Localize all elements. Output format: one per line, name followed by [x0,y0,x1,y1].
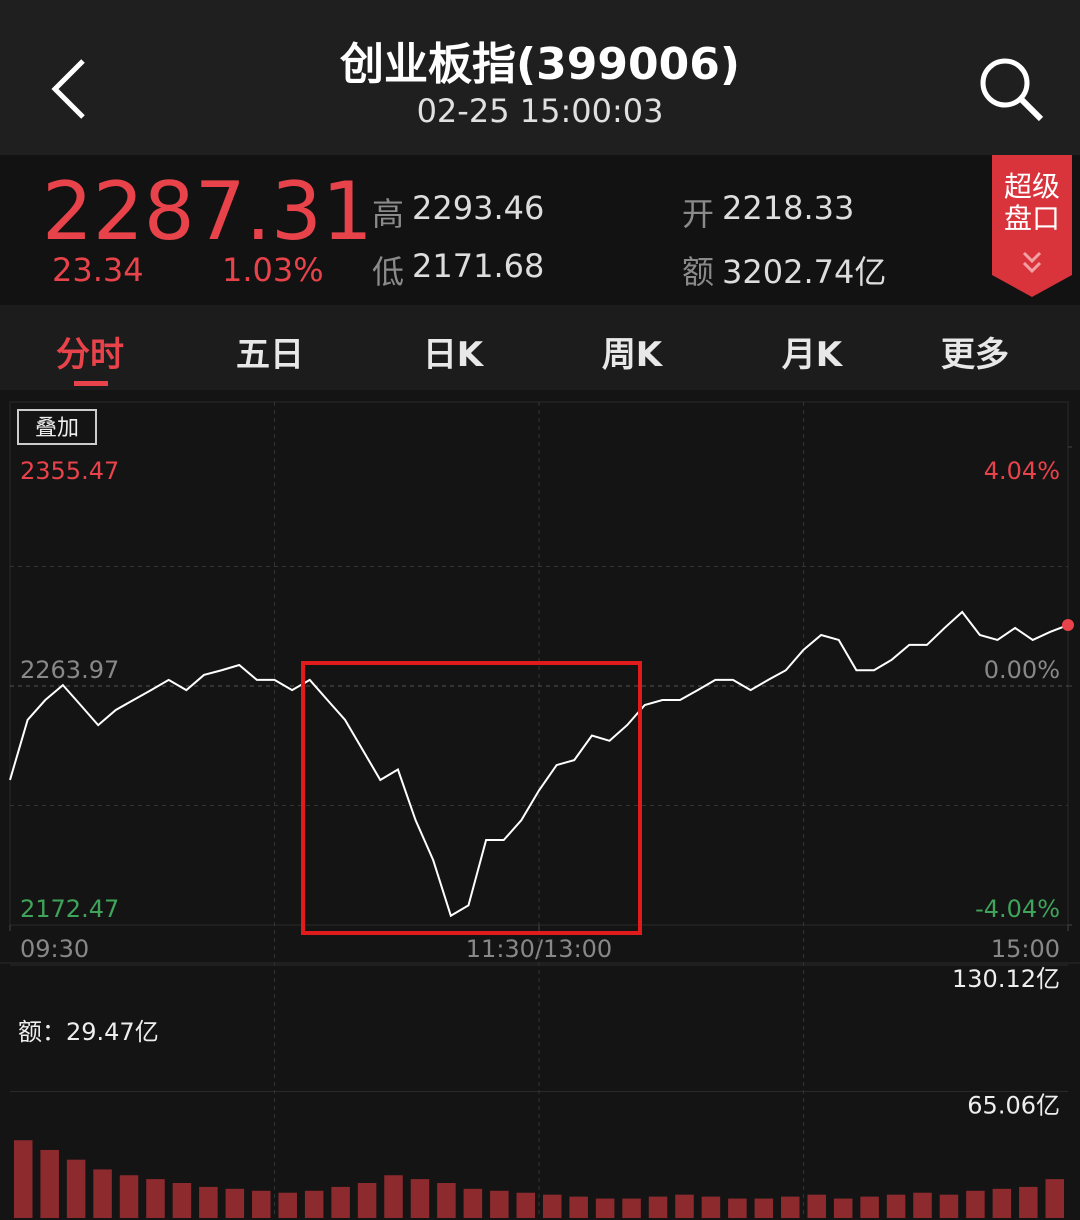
volume-bar [93,1169,112,1218]
volume-bar [410,1179,430,1218]
tab[interactable]: 周K [601,335,663,375]
volume-bar [569,1196,588,1218]
volume-bar [146,1179,165,1218]
tab[interactable]: 分时 [56,335,124,375]
volume-bar [278,1192,297,1218]
volume-bar [490,1190,509,1218]
tab[interactable]: 五日 [236,335,304,375]
quote-panel: 2287.31 23.34 1.03% 高 2293.46 低 2171.68 … [0,155,1080,305]
volume-bar [357,1183,377,1218]
y2-tick-label: -4.04% [975,895,1060,923]
volume-bar [648,1196,668,1218]
volume-bar [304,1190,324,1218]
y-tick-label: 2263.97 [20,656,119,684]
volume-bar [119,1175,139,1218]
tab-underline [74,381,108,386]
back-button[interactable] [45,55,95,125]
change: 23.34 [52,251,144,289]
volume-bar [781,1196,800,1218]
volume-bar [701,1196,721,1218]
volume-bar [754,1198,774,1218]
open-label: 开 [682,195,715,233]
x-tick-label: 09:30 [20,935,89,963]
tab[interactable]: 日K [422,335,484,375]
x-tick-label: 15:00 [991,935,1060,963]
volume-bar [966,1190,985,1218]
volume-bar [199,1186,218,1218]
volume-bar [807,1194,826,1218]
super-orderbook[interactable]: 超级盘口 [1003,170,1060,235]
badge-shape [992,155,1072,297]
volume-bar [252,1190,271,1218]
title: 创业板指(399006) [340,39,740,90]
overlay-button-box [17,409,97,445]
volume-bar [992,1188,1012,1218]
tab-bar: 分时 五日 日K 周K 月K 更多 [0,305,1080,390]
volume-bar [40,1149,59,1218]
highlight-box [301,661,642,935]
y2-tick-label: 0.00% [984,656,1060,684]
volume-bar [1045,1179,1065,1218]
volume-bar [225,1188,245,1218]
price: 2287.31 [42,165,373,258]
volume-bar [172,1183,192,1218]
intraday-chart: 叠加 2172.47 2263.97 2355.47 -4.04% 0.00% 4.04% 0… [0,401,1080,1218]
volume-bar [516,1192,536,1218]
volume-label: 额：29.47亿 [18,1018,159,1046]
volume-bar [728,1198,747,1218]
high: 2293.46 [412,189,545,227]
volume-bar [437,1183,456,1218]
y-tick-label: 2355.47 [20,457,119,485]
x-tick-label: 11:30/13:00 [466,935,612,963]
volume-bar [542,1194,562,1218]
price-line [9,610,1069,918]
last-point [1062,619,1074,632]
volume-bar [384,1175,403,1218]
overlay-button[interactable]: 叠加 [35,416,79,441]
volume-tick-label: 65.06亿 [967,1092,1060,1120]
low-label: 低 [372,253,405,291]
amount: 3202.74亿 [722,253,887,291]
search-button[interactable] [975,55,1050,125]
timestamp: 02-25 15:00:03 [416,92,664,130]
open: 2218.33 [722,189,855,227]
high-label: 高 [372,195,405,233]
volume-bar [66,1159,86,1218]
volume-bar [913,1192,932,1218]
tab[interactable]: 月K [781,335,843,375]
volume-bar [833,1198,853,1218]
volume-bar [1019,1186,1038,1218]
volume-bar [595,1198,615,1218]
volume-bar [622,1198,641,1218]
amount-label: 额 [682,253,715,291]
volume-bar [886,1194,906,1218]
volume-tick-label: 130.12亿 [952,965,1060,993]
volume-bar [939,1194,959,1218]
volume-bar [463,1188,483,1218]
tab[interactable]: 更多 [941,335,1009,375]
change-pct: 1.03% [222,251,324,289]
y-tick-label: 2172.47 [20,895,119,923]
header: 创业板指(399006) 02-25 15:00:03 [0,0,1080,155]
volume-bar [13,1140,33,1218]
low: 2171.68 [412,247,545,285]
y2-tick-label: 4.04% [984,457,1060,485]
volume-bar [675,1194,694,1218]
volume-bar [331,1186,350,1218]
volume-bar [860,1196,879,1218]
